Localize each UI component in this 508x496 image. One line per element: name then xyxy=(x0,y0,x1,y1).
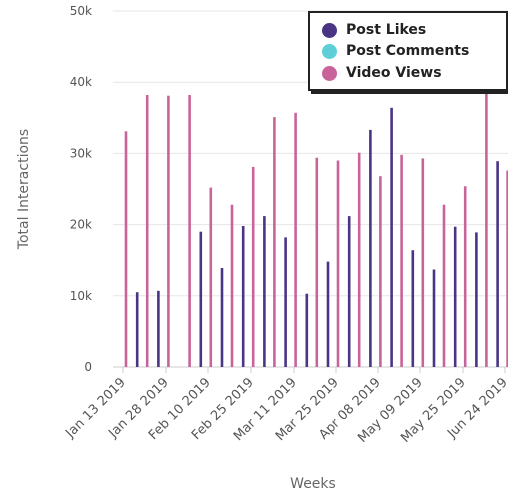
video-views-swatch-icon xyxy=(322,65,337,81)
bar-video-views xyxy=(400,154,403,367)
bar-video-views xyxy=(506,170,508,367)
x-axis-title: Weeks xyxy=(290,476,336,492)
bar-post-likes xyxy=(369,129,372,367)
bar-post-likes xyxy=(496,161,499,367)
bar-post-likes xyxy=(284,237,287,367)
bar-post-likes xyxy=(475,232,478,367)
legend-label-video-views: Video Views xyxy=(346,65,442,81)
bar-post-likes xyxy=(411,250,415,367)
bar-video-views xyxy=(209,187,213,367)
bar-post-likes xyxy=(453,226,457,367)
y-axis-title: Total Interactions xyxy=(16,129,32,250)
bar-post-likes xyxy=(347,216,351,367)
bar-post-likes xyxy=(432,269,436,367)
bar-post-likes xyxy=(305,293,309,367)
post-comments-swatch-icon xyxy=(322,43,337,59)
bar-post-likes xyxy=(199,231,203,367)
bar-video-views xyxy=(167,95,170,367)
post-likes-swatch-icon xyxy=(322,22,337,38)
chart-legend: Post Likes Post Comments Video Views xyxy=(308,11,508,91)
y-tick-label: 40k xyxy=(70,75,92,89)
legend-item-post-likes[interactable]: Post Likes xyxy=(322,19,426,41)
bar-video-views xyxy=(188,95,191,367)
bar-video-views xyxy=(124,131,128,367)
bar-video-views xyxy=(251,166,255,367)
y-tick-label: 20k xyxy=(70,218,92,232)
bar-video-views xyxy=(442,204,446,367)
y-tick-label: 10k xyxy=(70,289,92,303)
y-tick-label: 30k xyxy=(70,146,92,160)
bar-video-views xyxy=(145,95,149,367)
bar-video-views xyxy=(315,157,319,367)
bar-post-likes xyxy=(390,107,393,368)
bar-post-likes xyxy=(220,268,224,367)
y-tick-label: 50k xyxy=(70,4,92,18)
bar-video-views xyxy=(379,176,382,367)
bar-video-views xyxy=(421,158,425,367)
bar-video-views xyxy=(336,160,340,367)
legend-label-post-likes: Post Likes xyxy=(346,22,427,38)
bar-video-views xyxy=(357,152,361,367)
bar-post-likes xyxy=(157,290,160,367)
bar-post-likes xyxy=(135,292,139,367)
bar-post-likes xyxy=(326,261,330,367)
bar-post-likes xyxy=(241,226,245,367)
bar-video-views xyxy=(230,204,234,367)
legend-item-post-comments[interactable]: Post Comments xyxy=(322,40,469,62)
bar-video-views xyxy=(463,186,467,367)
y-tick-label: 0 xyxy=(84,360,92,374)
legend-label-post-comments: Post Comments xyxy=(346,43,470,59)
bar-video-views xyxy=(294,112,297,367)
bar-video-views xyxy=(273,117,276,367)
bar-post-likes xyxy=(263,216,266,367)
legend-item-video-views[interactable]: Video Views xyxy=(322,62,442,84)
bar-video-views xyxy=(485,90,488,367)
